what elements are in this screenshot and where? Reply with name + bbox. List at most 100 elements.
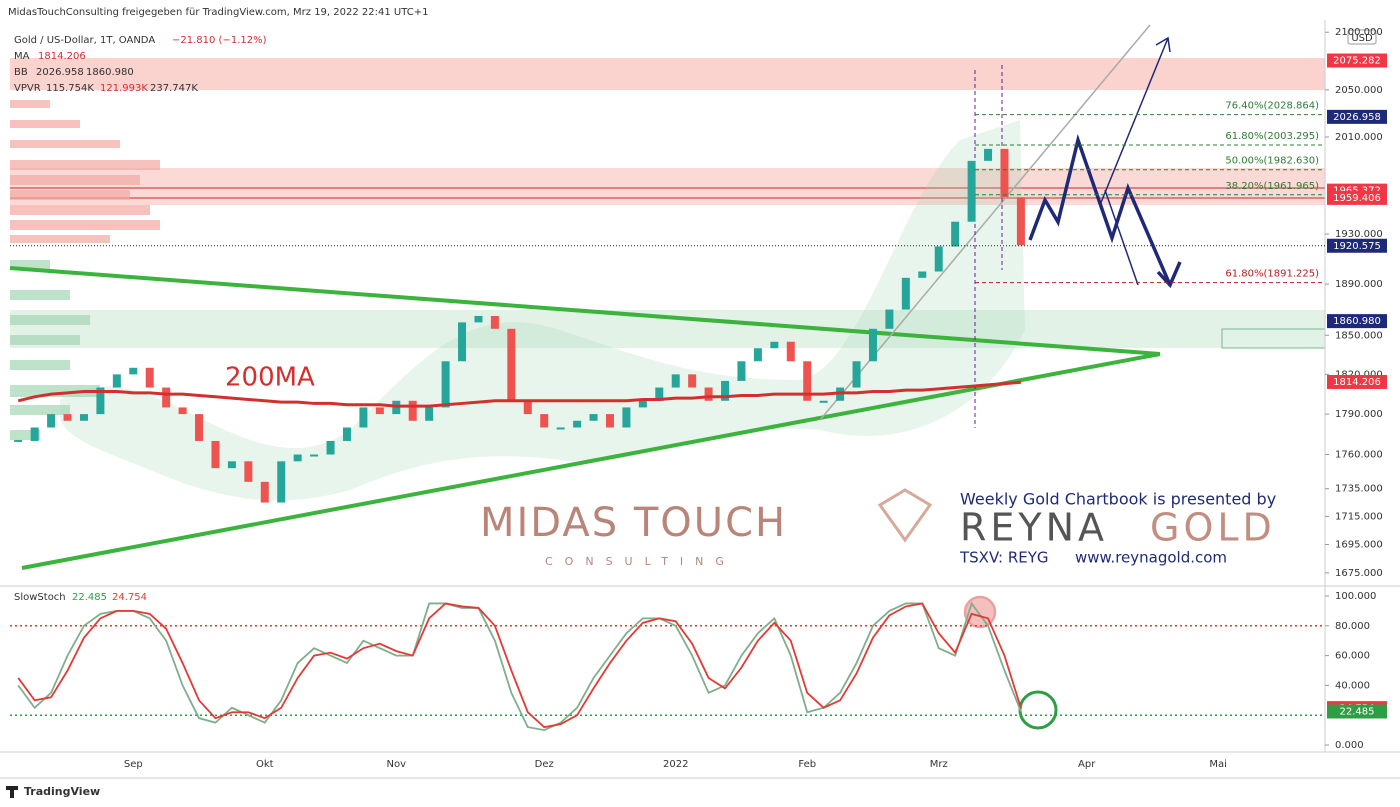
y-tick-label: 1715.000 [1335, 511, 1383, 522]
y-tick-label: 100.000 [1335, 591, 1376, 602]
candle [260, 481, 269, 503]
y-tick-label: 2010.000 [1335, 132, 1383, 143]
y-tick-label: 1790.000 [1335, 409, 1383, 420]
resistance-zone [10, 168, 1325, 205]
candle [638, 400, 647, 408]
candle [721, 380, 730, 401]
fib-label: 50.00%(1982.630) [1225, 156, 1319, 167]
candle [112, 374, 121, 388]
sponsor-brand: GOLD [1150, 506, 1276, 550]
legend-value: 237.747K [150, 83, 198, 94]
candle [753, 348, 762, 362]
sponsor-ticker: TSXV: REYG [959, 549, 1049, 567]
x-tick-label: Sep [124, 759, 143, 770]
indicator-line [17, 601, 1022, 732]
candle [63, 414, 72, 421]
logo-icon [877, 488, 933, 543]
candle [540, 414, 549, 428]
candle [737, 361, 746, 381]
candle [14, 439, 23, 442]
footer-brand: TradingView [24, 785, 100, 798]
candle [1016, 197, 1025, 246]
candle [227, 461, 236, 469]
candle [96, 387, 105, 415]
candle [803, 361, 812, 401]
candle [688, 374, 697, 388]
candle [342, 427, 351, 441]
price-label: 1860.980 [1333, 316, 1381, 327]
candle [326, 440, 335, 455]
price-label: 22.485 [1340, 706, 1375, 717]
x-tick-label: Mai [1209, 759, 1227, 770]
legend-value: 2026.958 [36, 67, 84, 78]
x-tick-label: Feb [798, 759, 816, 770]
legend-value: 24.754 [112, 592, 147, 603]
fib-label: 61.80%(2003.295) [1225, 131, 1319, 142]
fib-label: 38.20%(1961.965) [1225, 181, 1319, 192]
candle [490, 315, 499, 329]
y-tick-label: 2100.000 [1335, 27, 1383, 38]
indicator-title: SlowStoch [14, 592, 66, 603]
candle [852, 361, 861, 388]
price-label: 2026.958 [1333, 112, 1381, 123]
candle [984, 148, 993, 161]
legend-value: 115.754K [46, 83, 94, 94]
candle [556, 427, 565, 430]
price-label-box [1327, 314, 1387, 329]
price-label: 1920.575 [1333, 241, 1381, 252]
fib-label: 61.80%(1891.225) [1225, 269, 1319, 280]
candle [145, 367, 154, 388]
candle [704, 387, 713, 401]
legend-label: MA [14, 51, 30, 62]
candle [622, 407, 631, 428]
candle [918, 271, 927, 278]
candle [786, 341, 795, 362]
candle [375, 407, 384, 415]
price-label-box [1327, 53, 1387, 68]
candle [573, 420, 582, 428]
y-tick-label: 40.000 [1335, 680, 1370, 691]
candle [310, 454, 319, 457]
y-tick-label: 1930.000 [1335, 229, 1383, 240]
price-label-box [1327, 190, 1387, 205]
price-label: 2075.282 [1333, 56, 1381, 67]
candle [901, 277, 910, 310]
candle [129, 367, 138, 375]
symbol-title: Gold / US-Dollar, 1T, OANDA [14, 35, 155, 46]
x-tick-label: 2022 [663, 759, 688, 770]
sponsor-brand: REYNA [960, 506, 1108, 550]
ma-annotation: 200MA [225, 363, 315, 393]
indicator-line [17, 602, 1022, 729]
legend-value: 121.993K [100, 83, 148, 94]
price-label: 1814.206 [1333, 377, 1381, 388]
y-tick-label: 80.000 [1335, 621, 1370, 632]
volume-profile [10, 100, 160, 243]
candle [951, 221, 960, 247]
bollinger-band [60, 120, 1025, 501]
legend-value: 22.485 [72, 592, 107, 603]
x-tick-label: Nov [387, 759, 407, 770]
legend-label: BB [14, 67, 28, 78]
candle [458, 322, 467, 362]
legend-label: VPVR [14, 83, 41, 94]
price-label: 1959.406 [1333, 193, 1381, 204]
y-tick-label: 0.000 [1335, 740, 1364, 751]
sponsor-url: www.reynagold.com [1075, 549, 1227, 567]
candle [868, 328, 877, 362]
candle [162, 387, 171, 408]
y-tick-label: 2050.000 [1335, 85, 1383, 96]
forecast-arrow [1099, 37, 1169, 206]
currency-box [1347, 29, 1377, 45]
forecast-path [1028, 133, 1172, 286]
candle [885, 309, 894, 329]
price-label-box [1327, 374, 1387, 389]
candle [178, 407, 187, 415]
candle [474, 315, 483, 323]
candle [655, 387, 664, 401]
candle [441, 361, 450, 408]
logo-subtitle: CONSULTING [545, 555, 736, 568]
candle [30, 427, 39, 441]
y-tick-label: 1675.000 [1335, 568, 1383, 579]
candle [605, 414, 614, 428]
price-label-box [1327, 704, 1387, 719]
